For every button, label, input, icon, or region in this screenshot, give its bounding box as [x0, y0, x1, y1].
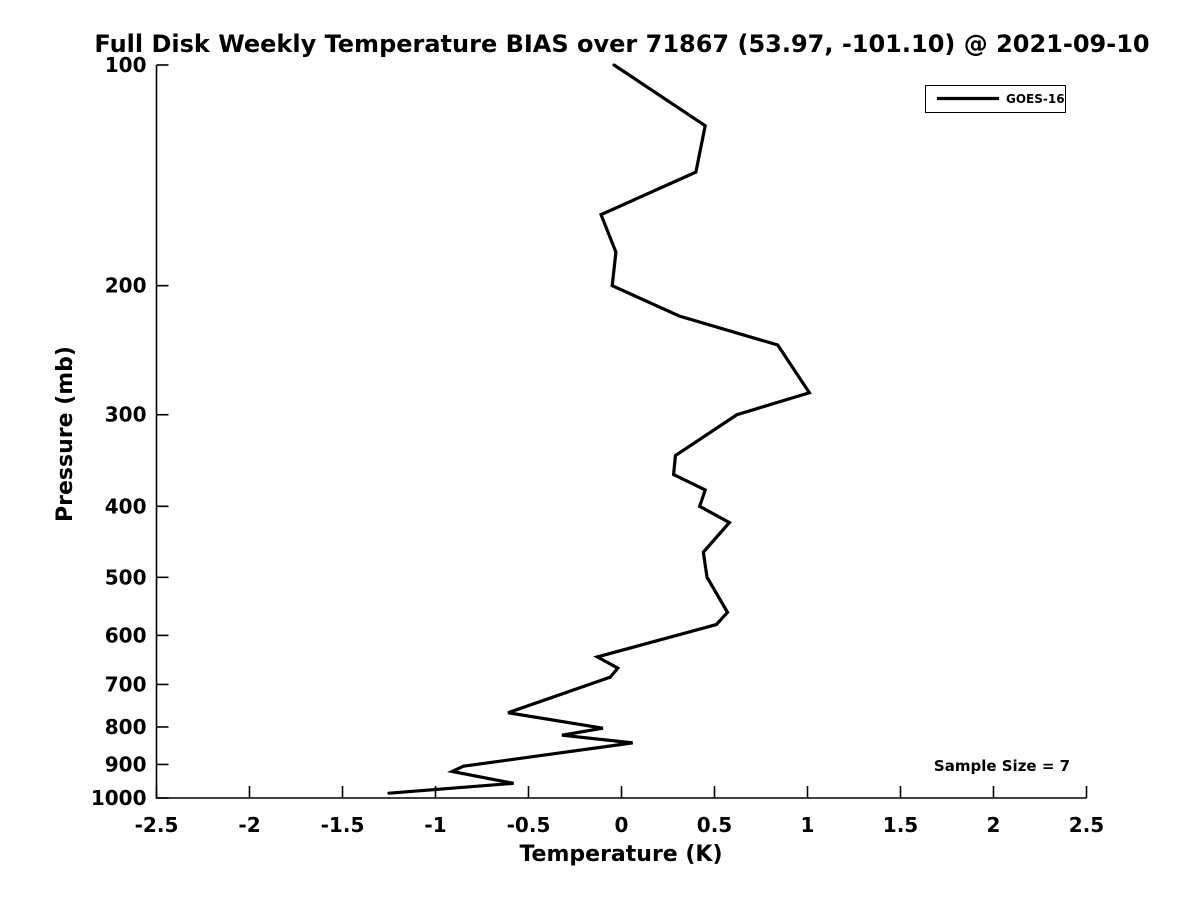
axes-spines [155, 65, 1087, 799]
bias-profile-line [387, 63, 812, 795]
sample-size-annotation: Sample Size = 7 [934, 757, 1070, 775]
tick-labels: 100 200 300 400 500 600 700 800 900 1000 -2.5 -2 -1.… [91, 53, 1104, 837]
data-series-line [387, 63, 812, 795]
y-tick-label: 900 [105, 752, 147, 776]
y-tick-label: 200 [105, 274, 147, 298]
y-tick-label: 400 [105, 494, 147, 518]
y-tick-label: 1000 [91, 786, 147, 810]
x-tick-label: 0.5 [697, 813, 732, 837]
y-tick-label: 300 [105, 403, 147, 427]
axis-spine [155, 65, 1087, 799]
x-tick-label: -1 [424, 813, 446, 837]
axis-ticks [155, 64, 1088, 799]
y-tick-label: 100 [105, 53, 147, 77]
chart-title: Full Disk Weekly Temperature BIAS over 7… [94, 30, 1149, 58]
y-axis-label: Pressure (mb) [53, 346, 78, 522]
x-tick-label: -0.5 [507, 813, 551, 837]
y-tick-label: 500 [105, 565, 147, 589]
y-tick-label: 600 [105, 623, 147, 647]
legend: GOES-16 [925, 85, 1066, 113]
legend-label: GOES-16 [1006, 92, 1065, 106]
y-tick-label: 800 [105, 715, 147, 739]
x-tick-label: 1 [801, 813, 815, 837]
x-tick-label: 0 [615, 813, 629, 837]
x-tick-label: 1.5 [883, 813, 918, 837]
x-tick-label: -2 [238, 813, 260, 837]
y-tick-label: 700 [105, 672, 147, 696]
x-tick-label: 2.5 [1069, 813, 1104, 837]
x-tick-label: 2 [987, 813, 1001, 837]
x-tick-label: -2.5 [135, 813, 179, 837]
x-tick-label: -1.5 [321, 813, 365, 837]
x-axis-label: Temperature (K) [519, 842, 722, 867]
